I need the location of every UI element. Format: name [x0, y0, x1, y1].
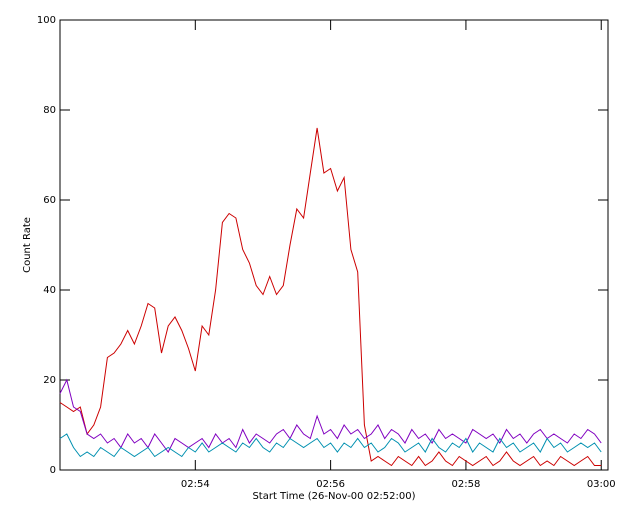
- y-tick-label: 40: [43, 285, 56, 296]
- x-tick-label: 02:58: [452, 479, 481, 490]
- y-tick-label: 0: [50, 465, 56, 476]
- y-axis-label: Count Rate: [22, 217, 33, 273]
- series-line: [59, 378, 602, 453]
- y-tick-label: 60: [43, 195, 56, 206]
- x-tick-label: 03:00: [587, 479, 616, 490]
- series-line: [59, 127, 602, 467]
- series-line: [59, 433, 602, 458]
- y-tick-label: 80: [43, 105, 56, 116]
- y-tick-label: 100: [37, 15, 56, 26]
- x-tick-label: 02:56: [316, 479, 345, 490]
- y-tick-label: 20: [43, 375, 56, 386]
- plot-frame: [59, 19, 609, 471]
- x-axis-label: Start Time (26-Nov-00 02:52:00): [252, 491, 415, 502]
- x-tick-label: 02:54: [181, 479, 210, 490]
